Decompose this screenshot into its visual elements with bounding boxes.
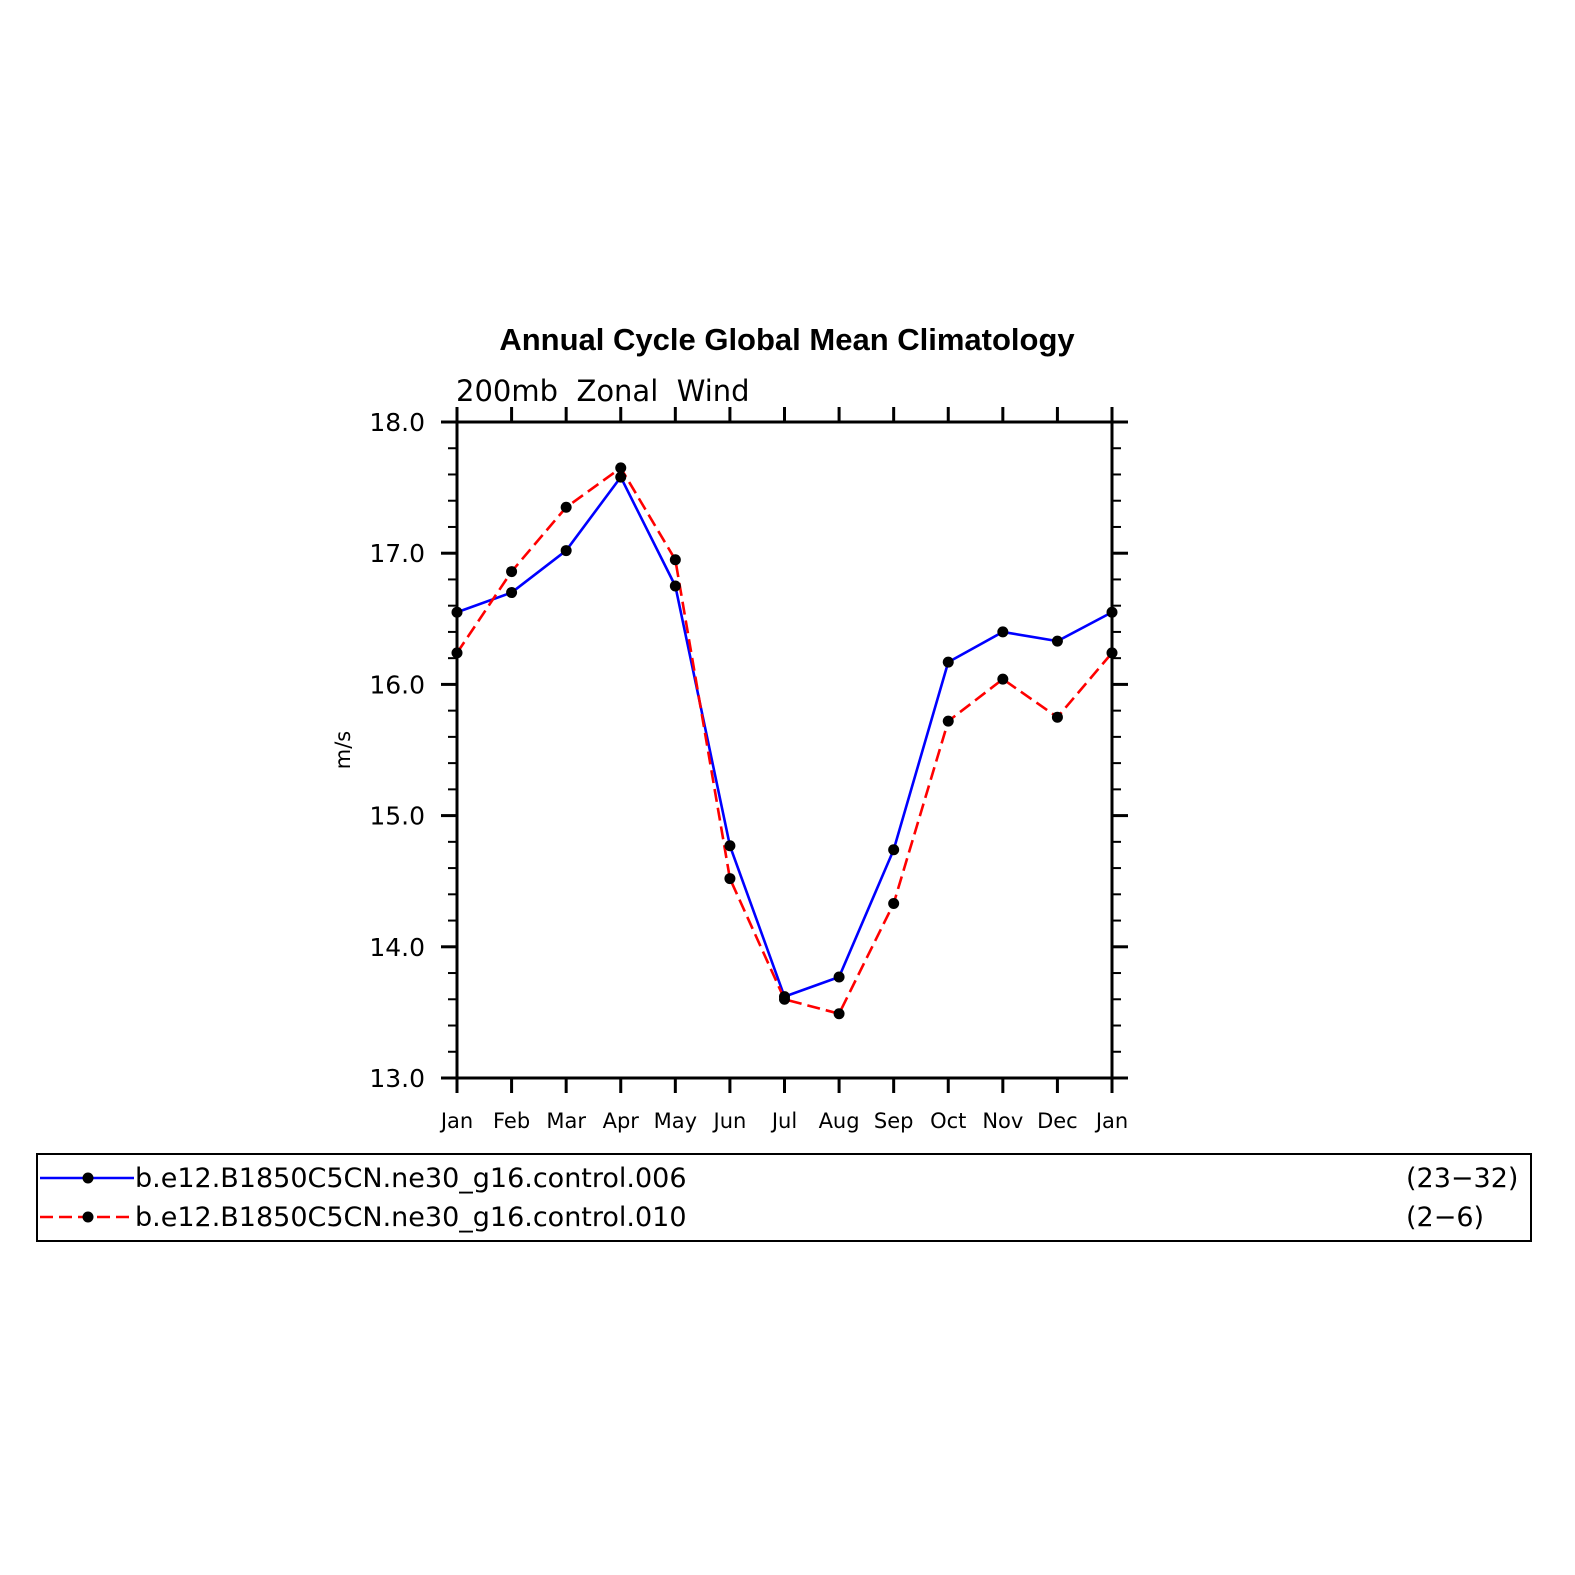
x-tick-label: Jan: [439, 1109, 473, 1133]
x-axis: Jan Feb Mar Apr May Jun Jul Aug Sep Oct Nov Dec Jan: [439, 407, 1128, 1133]
data-point-series-1: [888, 844, 900, 856]
x-tick-label: Dec: [1037, 1109, 1078, 1133]
chart-subtitle: 200mb Zonal Wind: [456, 374, 750, 408]
series-layer: [451, 462, 1118, 1020]
x-tick-label: Mar: [546, 1109, 586, 1133]
legend-series-name: b.e12.B1850C5CN.ne30_g16.control.006: [135, 1163, 687, 1194]
data-point-series-1: [669, 580, 681, 592]
series-line-2: [455, 466, 1113, 1016]
legend-series-years: (23−32): [1406, 1163, 1518, 1194]
data-point-series-2: [997, 673, 1009, 685]
data-point-series-2: [779, 993, 790, 1005]
x-tick-label: Oct: [930, 1109, 966, 1133]
x-tick-label: Feb: [493, 1109, 530, 1133]
legend-swatch-marker: [82, 1211, 94, 1223]
legend: b.e12.B1850C5CN.ne30_g16.control.006 (23−…: [36, 1153, 1532, 1242]
data-point-series-2: [560, 501, 572, 513]
data-point-series-1: [506, 587, 518, 599]
legend-series-years: (2−6): [1406, 1202, 1484, 1233]
data-point-series-2: [888, 898, 900, 910]
data-point-series-2: [833, 1008, 845, 1020]
data-point-series-1: [615, 471, 627, 483]
y-tick-label: 15.0: [369, 802, 425, 831]
data-point-series-2: [724, 873, 736, 885]
data-point-series-2: [506, 566, 518, 578]
y-tick-label: 18.0: [369, 408, 425, 437]
legend-items: b.e12.B1850C5CN.ne30_g16.control.006 (23−…: [40, 1163, 1518, 1233]
chart-title: Annual Cycle Global Mean Climatology: [499, 322, 1075, 357]
x-tick-label: May: [654, 1109, 697, 1133]
data-point-series-2: [615, 462, 627, 474]
y-axis-label: m/s: [331, 731, 355, 769]
data-point-series-1: [942, 656, 954, 668]
y-tick-label: 14.0: [369, 933, 425, 962]
data-point-series-1: [833, 971, 845, 983]
x-tick-label: Jan: [1094, 1109, 1128, 1133]
data-point-series-1: [997, 626, 1009, 638]
legend-box: [36, 1153, 1532, 1242]
data-point-series-1: [560, 545, 572, 557]
y-tick-label: 17.0: [369, 539, 425, 568]
series-line-1: [456, 475, 1113, 998]
x-tick-label: Aug: [819, 1109, 860, 1133]
data-point-series-1: [724, 840, 736, 852]
data-point-series-2: [1051, 711, 1063, 723]
x-tick-label: Jul: [770, 1109, 797, 1133]
y-axis: 13.0 14.0 15.0 16.0 17.0 18.0: [369, 408, 1128, 1093]
y-tick-label: 13.0: [369, 1064, 425, 1093]
x-tick-label: Jun: [712, 1109, 747, 1133]
x-tick-label: Apr: [603, 1109, 640, 1133]
plot-frame: [455, 420, 1114, 1080]
data-point-series-1: [1051, 635, 1063, 647]
x-tick-label: Sep: [874, 1109, 914, 1133]
legend-series-name: b.e12.B1850C5CN.ne30_g16.control.010: [135, 1202, 687, 1233]
x-tick-label: Nov: [982, 1109, 1023, 1133]
data-point-series-2: [942, 715, 954, 727]
legend-swatch-marker: [82, 1172, 94, 1184]
y-tick-label: 16.0: [369, 670, 425, 699]
data-point-series-2: [669, 554, 681, 566]
